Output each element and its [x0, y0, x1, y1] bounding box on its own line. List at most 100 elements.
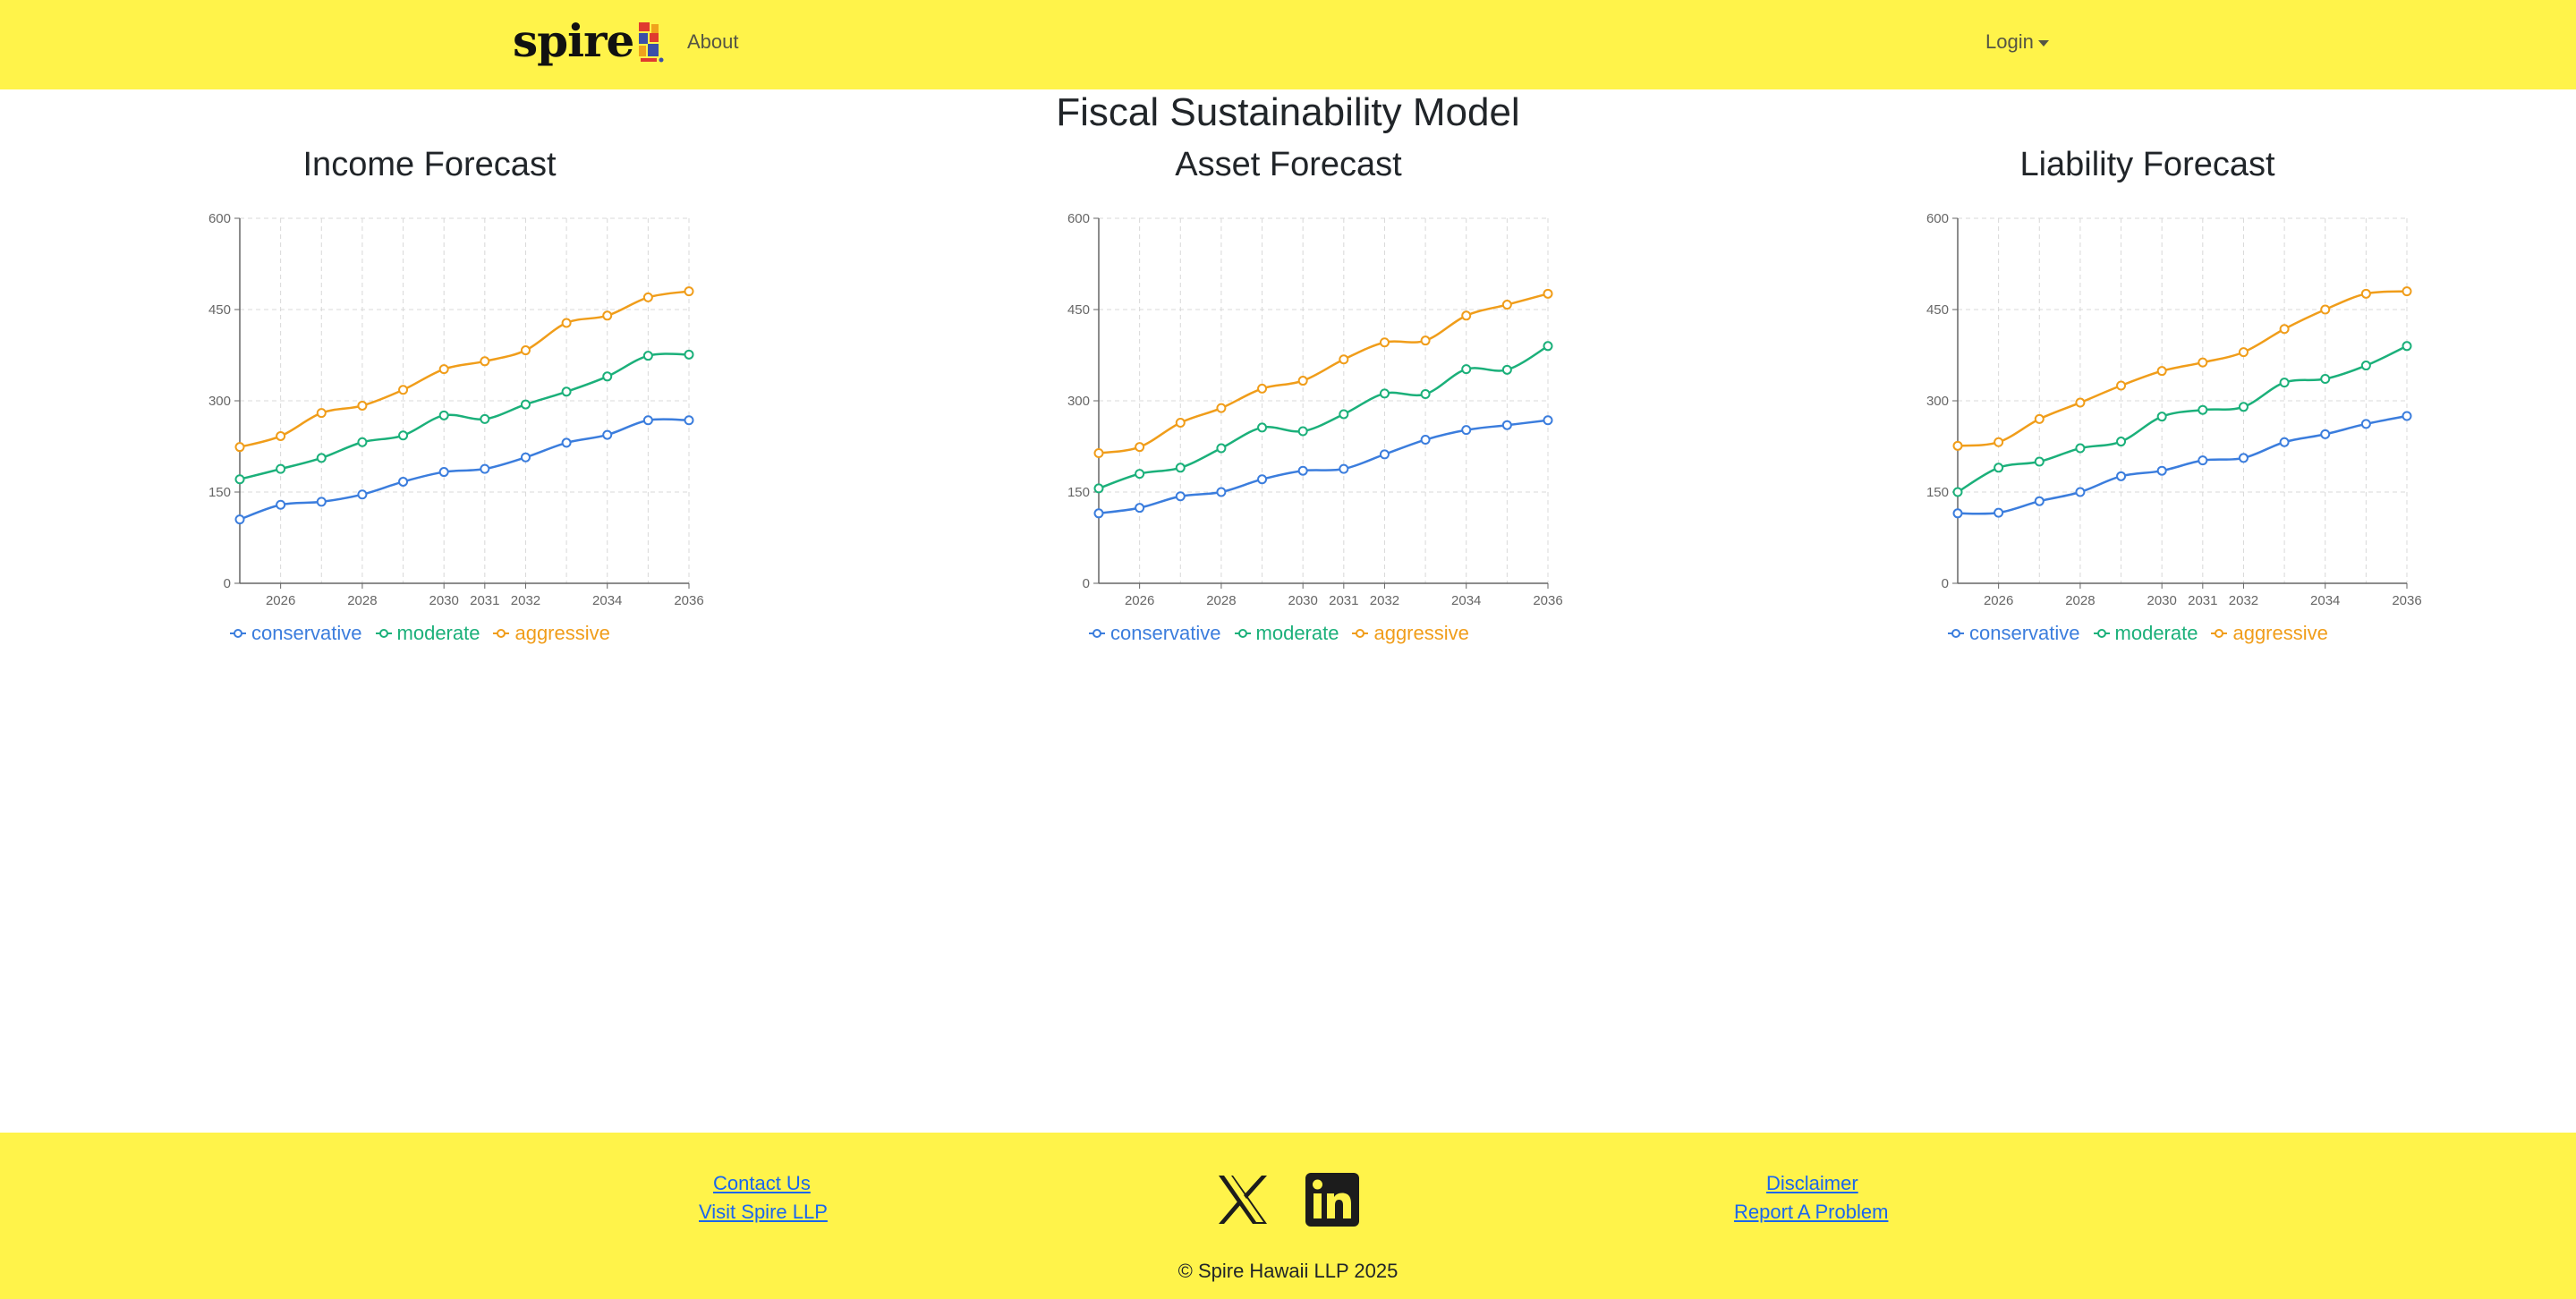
liability-forecast-chart: 0 150 300 450 600 2026 2028 2030 2031 2032 2034 203… — [1926, 211, 2422, 608]
data-point-aggressive — [1461, 310, 1472, 321]
data-point-conservative — [2034, 496, 2045, 506]
nav-about-link[interactable]: About — [687, 30, 739, 53]
data-point-aggressive — [357, 400, 368, 411]
data-point-conservative — [642, 415, 653, 426]
y-tick-label: 450 — [1926, 302, 1949, 318]
page-title: Fiscal Sustainability Model — [1056, 90, 1520, 134]
x-tick-label: 2028 — [2065, 593, 2095, 608]
legend-label: conservative — [1110, 622, 1221, 644]
x-tick-label: 2032 — [1370, 593, 1399, 608]
y-tick-label: 450 — [208, 302, 231, 318]
data-point-aggressive — [520, 345, 531, 356]
x-tick-label: 2031 — [470, 593, 499, 608]
data-point-aggressive — [2238, 347, 2249, 358]
data-point-aggressive — [1093, 447, 1104, 458]
spire-logo[interactable]: spire — [513, 14, 664, 68]
legend-item-moderate[interactable]: moderate — [2093, 622, 2198, 645]
y-tick-label: 300 — [1067, 394, 1090, 409]
data-point-aggressive — [2156, 366, 2167, 377]
legend-marker-icon — [1234, 629, 1251, 638]
data-point-conservative — [520, 452, 531, 463]
legend-item-moderate[interactable]: moderate — [375, 622, 480, 645]
data-point-aggressive — [2116, 380, 2127, 391]
series-line-conservative — [1098, 419, 1549, 515]
series-line-conservative — [239, 418, 690, 521]
data-point-aggressive — [234, 442, 245, 453]
data-point-aggressive — [1379, 337, 1390, 348]
series-line-moderate — [1957, 344, 2408, 494]
data-point-conservative — [480, 463, 490, 474]
income-chart-legend: conservative moderate aggressive — [229, 619, 623, 648]
legend-label: aggressive — [1373, 622, 1469, 644]
data-point-moderate — [684, 349, 694, 360]
income-chart-title: Income Forecast — [302, 146, 557, 183]
data-point-moderate — [398, 430, 409, 441]
data-point-moderate — [1297, 426, 1308, 437]
x-tick-label: 2032 — [2229, 593, 2258, 608]
copyright-text: © Spire Hawaii LLP 2025 — [0, 1260, 2576, 1283]
data-point-moderate — [276, 463, 286, 474]
disclaimer-link[interactable]: Disclaimer — [1766, 1172, 1858, 1194]
contact-us-link[interactable]: Contact Us — [713, 1172, 811, 1194]
legend-item-conservative[interactable]: conservative — [229, 622, 362, 645]
legend-marker-icon — [1352, 629, 1369, 638]
series-line-aggressive — [1098, 293, 1549, 454]
data-point-conservative — [2198, 455, 2208, 466]
login-dropdown-toggle[interactable]: Login — [1985, 30, 2049, 54]
data-point-conservative — [1501, 420, 1512, 430]
y-tick-label: 0 — [224, 576, 231, 591]
data-point-aggressive — [1175, 417, 1186, 428]
data-point-aggressive — [2402, 286, 2412, 297]
data-point-moderate — [1339, 409, 1349, 420]
data-point-conservative — [1175, 491, 1186, 502]
report-problem-link[interactable]: Report A Problem — [1734, 1201, 1889, 1223]
legend-item-moderate[interactable]: moderate — [1234, 622, 1339, 645]
data-point-moderate — [2034, 456, 2045, 467]
data-point-conservative — [2156, 465, 2167, 476]
x-tick-label: 2034 — [2310, 593, 2340, 608]
data-point-moderate — [2238, 402, 2249, 412]
x-tick-label: 2026 — [1984, 593, 2013, 608]
data-point-moderate — [520, 399, 531, 410]
data-point-moderate — [1257, 422, 1268, 433]
data-point-moderate — [2320, 374, 2331, 385]
legend-item-aggressive[interactable]: aggressive — [1351, 622, 1469, 645]
legend-marker-icon — [1948, 629, 1964, 638]
data-point-moderate — [642, 351, 653, 361]
data-point-aggressive — [2198, 357, 2208, 368]
legend-item-aggressive[interactable]: aggressive — [2210, 622, 2328, 645]
data-point-moderate — [316, 453, 327, 463]
x-tick-label: 2026 — [1125, 593, 1154, 608]
data-point-aggressive — [684, 286, 694, 297]
data-point-aggressive — [2279, 324, 2290, 335]
legend-item-aggressive[interactable]: aggressive — [492, 622, 610, 645]
linkedin-icon[interactable] — [1305, 1172, 1360, 1227]
legend-item-conservative[interactable]: conservative — [1947, 622, 2080, 645]
data-point-conservative — [1461, 425, 1472, 436]
data-point-moderate — [2198, 404, 2208, 415]
legend-label: conservative — [1969, 622, 2080, 644]
data-point-aggressive — [2075, 397, 2086, 408]
data-point-conservative — [1339, 463, 1349, 474]
data-point-moderate — [1994, 463, 2004, 473]
data-point-moderate — [1135, 469, 1145, 480]
data-point-conservative — [602, 429, 613, 440]
x-tick-label: 2036 — [2392, 593, 2421, 608]
data-point-aggressive — [480, 356, 490, 367]
brand-wordmark: spire — [513, 14, 634, 67]
legend-label: aggressive — [514, 622, 610, 644]
data-point-aggressive — [1952, 440, 1963, 451]
x-tick-label: 2026 — [266, 593, 295, 608]
y-tick-label: 450 — [1067, 302, 1090, 318]
data-point-conservative — [316, 497, 327, 507]
data-point-moderate — [2360, 361, 2371, 371]
data-point-moderate — [234, 474, 245, 485]
y-tick-label: 600 — [208, 211, 231, 226]
x-tick-label: 2028 — [1206, 593, 1236, 608]
data-point-conservative — [684, 415, 694, 426]
asset-chart-legend: conservative moderate aggressive — [1088, 619, 1482, 648]
visit-spire-link[interactable]: Visit Spire LLP — [699, 1201, 828, 1223]
data-point-aggressive — [642, 292, 653, 302]
x-icon[interactable] — [1215, 1172, 1271, 1227]
legend-item-conservative[interactable]: conservative — [1088, 622, 1221, 645]
